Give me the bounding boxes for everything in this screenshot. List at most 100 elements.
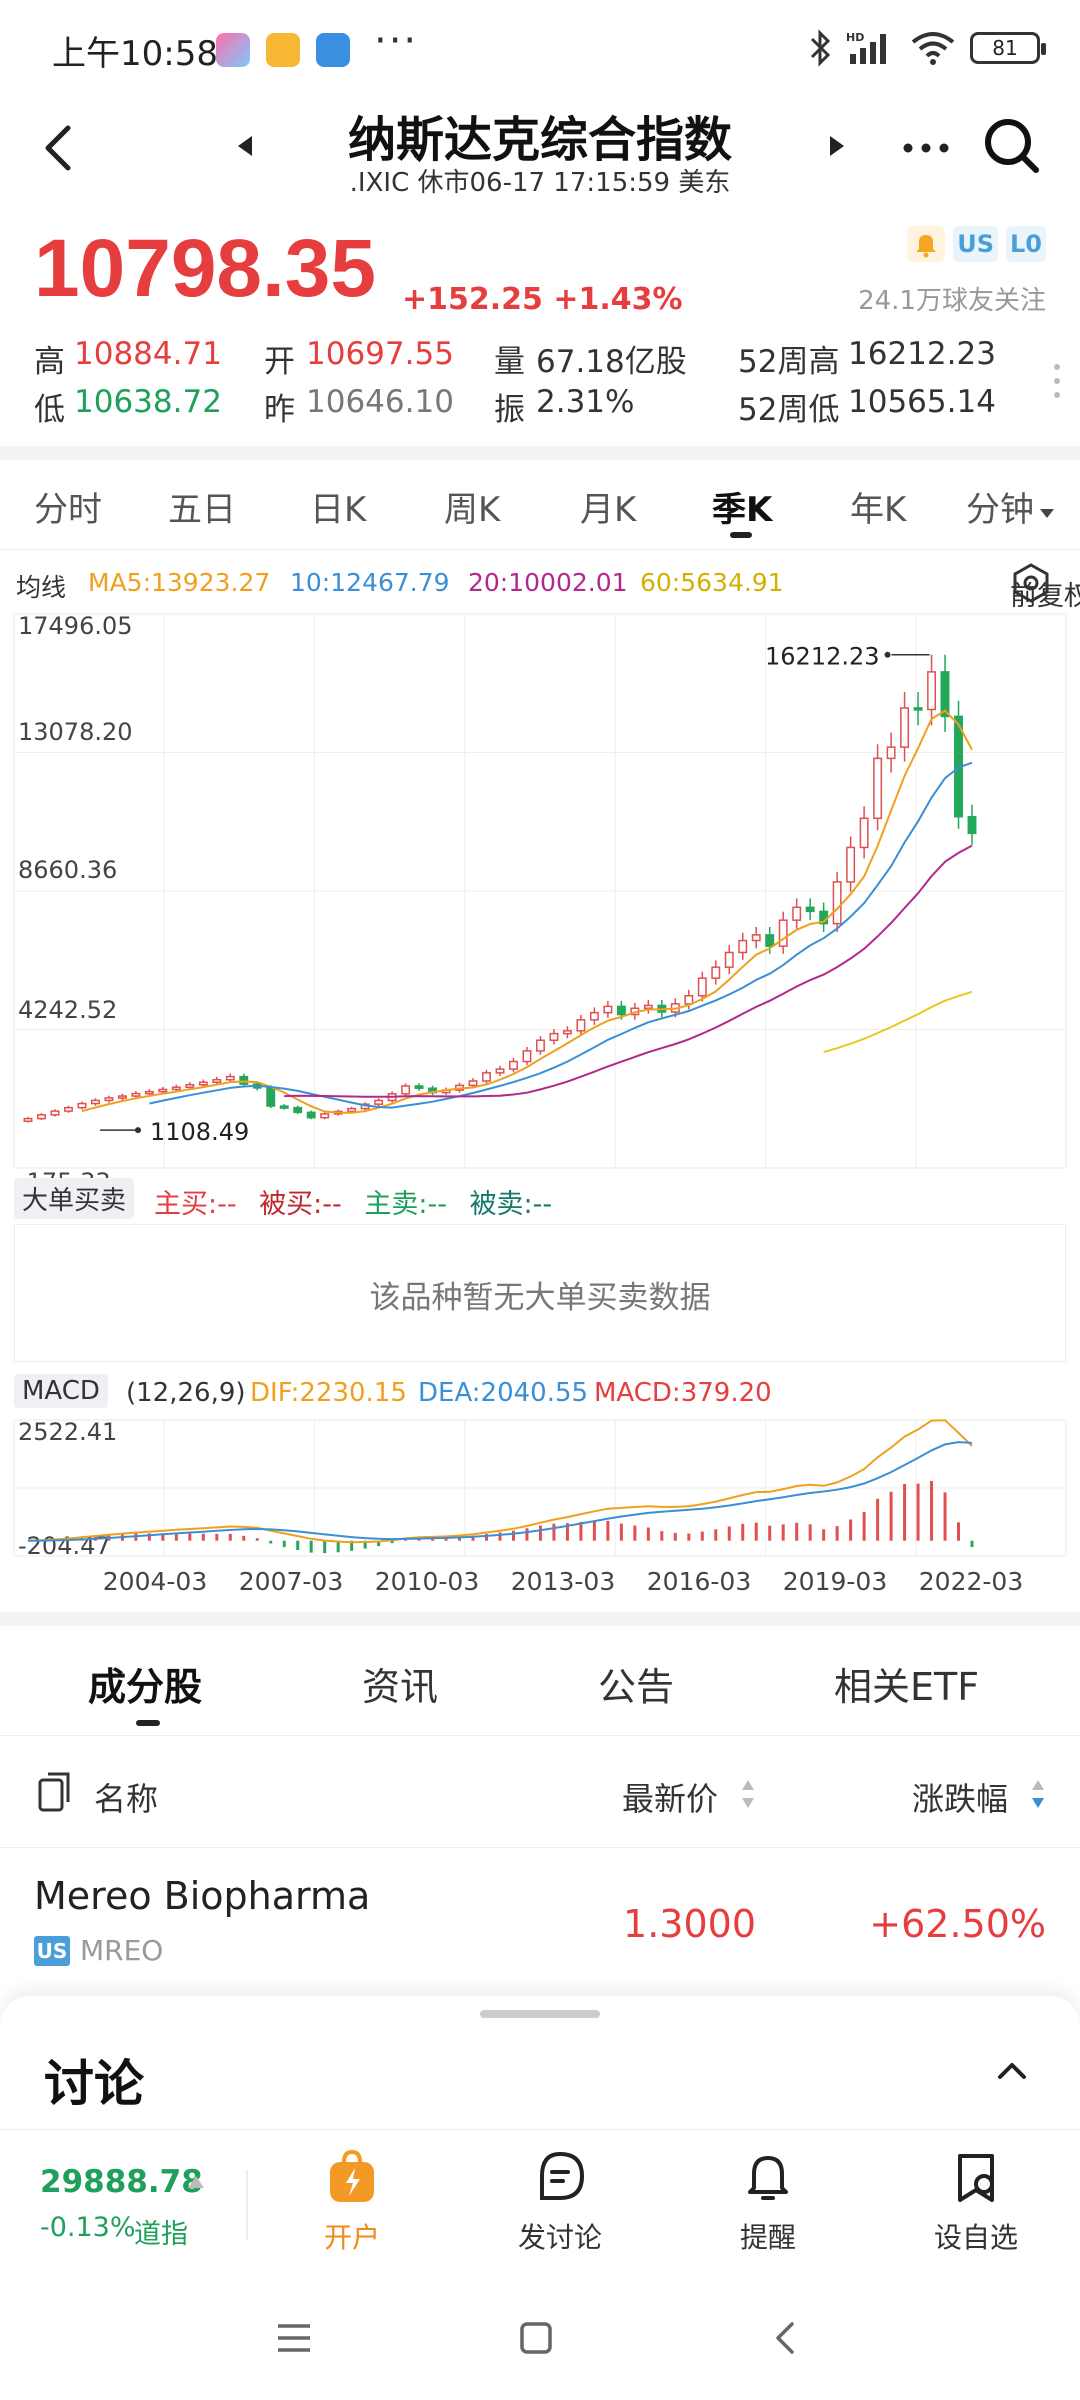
active-tab-indicator — [730, 532, 752, 538]
dow-value[interactable]: 29888.78 — [40, 2164, 203, 2200]
candle-body — [549, 1032, 559, 1041]
candle-body — [158, 1088, 168, 1093]
week52-low-value: 10565.14 — [848, 384, 996, 420]
market-tag: US — [34, 1936, 70, 1966]
candle-body — [697, 977, 707, 997]
add-watchlist-label: 设自选 — [933, 2221, 1018, 2254]
price-alert-bell-icon[interactable] — [907, 226, 946, 262]
add-watchlist-icon — [958, 2154, 994, 2202]
column-name: 名称 — [94, 1780, 159, 1818]
candle-body — [684, 994, 694, 1005]
low-value: 10638.72 — [74, 384, 222, 420]
candle-body — [724, 951, 734, 968]
column-change-pct[interactable]: 涨跌幅 — [912, 1780, 1009, 1818]
sort-price-icon[interactable] — [740, 1776, 756, 1812]
candle-body — [117, 1095, 127, 1099]
sort-change-icon[interactable] — [1030, 1776, 1046, 1812]
add-watchlist-button[interactable]: 设自选 — [916, 2148, 1036, 2256]
candle-body — [50, 1110, 60, 1116]
candle-body — [279, 1105, 289, 1109]
macd-tag[interactable]: MACD — [14, 1374, 108, 1408]
main-buy: 主买:-- — [154, 1189, 237, 1220]
x-axis-label: 2004-03 — [103, 1567, 207, 1596]
adjustment-label: 前复权 — [1010, 581, 1080, 612]
alert-button[interactable]: 提醒 — [708, 2148, 828, 2256]
candle-body — [104, 1097, 114, 1102]
table-row[interactable]: Mereo Biopharma US MREO 1.3000 +62.50% — [0, 1850, 1080, 1990]
candle-body — [320, 1113, 330, 1119]
ma20-value: 20:10002.01 — [468, 568, 628, 597]
y-axis-label: 13078.20 — [18, 718, 133, 746]
candle-body — [401, 1085, 411, 1095]
candle-body — [927, 671, 937, 711]
candle-body — [562, 1030, 572, 1035]
gallery-app-icon — [216, 33, 250, 67]
candle-body — [509, 1060, 518, 1070]
dif-line — [27, 1419, 973, 1544]
status-time: 上午10:58 — [52, 34, 218, 74]
tab-five-day[interactable]: 五日 — [168, 490, 236, 530]
ma-label: 均线 — [16, 573, 67, 602]
candle-body — [482, 1072, 491, 1082]
post-discussion-button[interactable]: 发讨论 — [500, 2148, 620, 2256]
candle-body — [131, 1092, 141, 1097]
candle-body — [37, 1114, 46, 1120]
adjustment-selector[interactable]: 前复权 — [1010, 562, 1080, 612]
tab-monthly-k[interactable]: 月K — [580, 490, 637, 530]
tab-quarterly-k[interactable]: 季K — [712, 490, 773, 530]
candle-body — [603, 1005, 613, 1014]
switch-layout-icon[interactable] — [36, 1770, 76, 1814]
home-icon[interactable] — [514, 2316, 558, 2360]
bell-icon — [748, 2156, 788, 2200]
tab-news[interactable]: 资讯 — [362, 1665, 439, 1709]
candle-body — [266, 1087, 276, 1107]
open-account-button[interactable]: 开户 — [292, 2148, 412, 2256]
settings-hexagon-icon — [1013, 563, 1049, 603]
drag-handle[interactable] — [480, 2010, 600, 2018]
discussion-sheet[interactable]: 讨论 — [0, 1996, 1080, 2130]
candle-body — [522, 1050, 532, 1063]
last-price: 10798.35 — [34, 223, 377, 314]
tab-constituents[interactable]: 成分股 — [88, 1665, 203, 1709]
tab-weekly-k[interactable]: 周K — [444, 490, 501, 530]
column-latest-price[interactable]: 最新价 — [622, 1780, 719, 1818]
tab-yearly-k[interactable]: 年K — [850, 490, 907, 530]
divider — [0, 446, 1080, 460]
tab-announcements[interactable]: 公告 — [598, 1665, 675, 1709]
chevron-up-icon[interactable] — [994, 2058, 1030, 2082]
tab-minute[interactable]: 分钟 — [966, 482, 1056, 531]
quote-panel: 10798.35 +152.25 +1.43% US L0 24.1万球友关注 … — [0, 206, 1080, 446]
open-value: 10697.55 — [306, 336, 454, 372]
candle-body — [738, 939, 748, 954]
candle-body — [185, 1084, 195, 1089]
candle-body — [171, 1086, 181, 1091]
candle-body — [711, 966, 721, 979]
menu-icon[interactable] — [272, 2316, 316, 2360]
expand-stats-icon[interactable] — [1054, 356, 1064, 406]
candle-body — [212, 1078, 222, 1083]
previous-index-icon[interactable] — [232, 132, 260, 160]
next-index-icon[interactable] — [822, 132, 850, 160]
system-navigation — [0, 2280, 1080, 2400]
back-arrow-icon[interactable] — [30, 118, 90, 178]
system-back-icon[interactable] — [764, 2316, 808, 2360]
max-price-label: 16212.23 — [765, 643, 880, 671]
divider — [0, 1612, 1080, 1626]
dea-line — [27, 1441, 973, 1542]
passive-sell: 被卖:-- — [469, 1189, 553, 1220]
tab-related-etf[interactable]: 相关ETF — [834, 1665, 980, 1709]
large-order-tag[interactable]: 大单买卖 — [14, 1178, 135, 1219]
more-options-icon[interactable] — [896, 118, 956, 178]
search-icon[interactable] — [980, 114, 1044, 178]
tab-intraday[interactable]: 分时 — [34, 490, 102, 530]
status-bar: 上午10:58 ··· HD 81 — [0, 0, 1080, 96]
x-axis-label: 2013-03 — [511, 1567, 615, 1596]
tab-minute-label: 分钟 — [966, 490, 1034, 530]
ma20-line — [284, 844, 973, 1098]
candle-body — [293, 1106, 303, 1114]
tab-daily-k[interactable]: 日K — [310, 490, 367, 530]
post-discussion-label: 发讨论 — [517, 2221, 602, 2254]
week52-high-label: 52周高 — [738, 344, 840, 380]
candle-body — [643, 1004, 653, 1010]
